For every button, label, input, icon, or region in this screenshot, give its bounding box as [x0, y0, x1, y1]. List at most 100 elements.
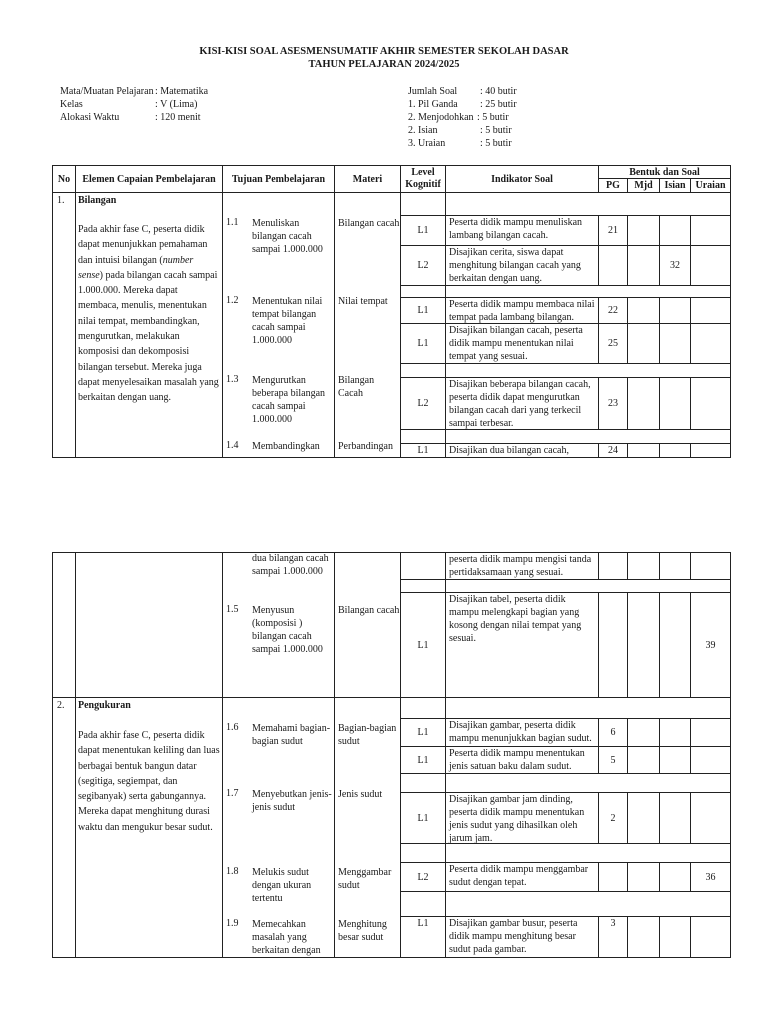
- uraian-cell: [690, 443, 731, 458]
- indikator-cell: peserta didik mampu mengisi tanda pertid…: [445, 552, 599, 580]
- pg-cell: 21: [598, 215, 628, 246]
- indikator-cell: Disajikan gambar jam dinding, peserta di…: [445, 792, 599, 844]
- tujuan-text: Menyebutkan jenis-jenis sudut: [252, 789, 332, 813]
- header-elemen: Elemen Capaian Pembelajaran: [75, 165, 223, 193]
- uraian-cell: [690, 746, 731, 774]
- header-no: No: [52, 165, 76, 193]
- info-value: : 40 butir: [480, 86, 517, 97]
- row-divider: [52, 697, 400, 698]
- level-cell: L1: [400, 323, 446, 364]
- info-label: Kelas: [60, 99, 83, 110]
- isian-cell: 32: [659, 245, 691, 286]
- spacer-cell: [400, 843, 446, 863]
- pg-cell: [598, 552, 628, 580]
- tujuan-number: 1.1: [226, 217, 239, 228]
- header-uraian: Uraian: [690, 178, 731, 193]
- level-cell: L2: [400, 377, 446, 430]
- mjd-cell: [627, 916, 660, 958]
- spacer-cell: [400, 891, 446, 917]
- isian-cell: [659, 323, 691, 364]
- isian-cell: [659, 377, 691, 430]
- pg-cell: [598, 245, 628, 286]
- uraian-cell: [690, 792, 731, 844]
- header-level: Level Kognitif: [400, 165, 446, 193]
- elemen-text: ) pada bilangan cacah sampai 1.000.000. …: [78, 269, 219, 404]
- tujuan-text: Melukis sudut dengan ukuran tertentu: [252, 867, 312, 904]
- mjd-cell: [627, 718, 660, 747]
- info-label: 1. Pil Ganda: [408, 99, 458, 110]
- indikator-cell: Disajikan bilangan cacah, peserta didik …: [445, 323, 599, 364]
- pg-cell: [598, 592, 628, 698]
- mjd-cell: [627, 323, 660, 364]
- isian-cell: [659, 443, 691, 458]
- indikator-cell: Peserta didik mampu menggambar sudut den…: [445, 862, 599, 892]
- info-value: : 120 menit: [155, 112, 201, 123]
- spacer-cell: [400, 697, 446, 719]
- mjd-cell: [627, 215, 660, 246]
- info-value: : 25 butir: [480, 99, 517, 110]
- pg-cell: 23: [598, 377, 628, 430]
- elemen-description: Pada akhir fase C, peserta didik dapat m…: [78, 222, 220, 406]
- uraian-cell: [690, 916, 731, 958]
- indikator-cell: Peserta didik mampu membaca nilai tempat…: [445, 297, 599, 324]
- document-title: KISI-KISI SOAL ASESMENSUMATIF AKHIR SEME…: [199, 46, 569, 57]
- header-pg: PG: [598, 178, 628, 193]
- header-tujuan: Tujuan Pembelajaran: [222, 165, 335, 193]
- spacer-cell: [445, 579, 731, 593]
- info-label: 2. Isian: [408, 125, 438, 136]
- uraian-cell: 36: [690, 862, 731, 892]
- tujuan-number: 1.4: [226, 440, 239, 451]
- uraian-cell: [690, 323, 731, 364]
- info-label: Jumlah Soal: [408, 86, 458, 97]
- mjd-cell: [627, 297, 660, 324]
- spacer-cell: [445, 429, 731, 444]
- spacer-cell: [445, 363, 731, 378]
- pg-cell: 24: [598, 443, 628, 458]
- elemen-description: Pada akhir fase C, peserta didik dapat m…: [78, 728, 220, 835]
- header-bentuk: Bentuk dan Soal: [598, 165, 731, 179]
- column-divider: [334, 192, 335, 457]
- isian-cell: [659, 297, 691, 324]
- spacer-cell: [400, 192, 446, 216]
- indikator-cell: Disajikan gambar, peserta didik mampu me…: [445, 718, 599, 747]
- pg-cell: 2: [598, 792, 628, 844]
- column-divider: [334, 552, 335, 957]
- isian-cell: [659, 862, 691, 892]
- tujuan-text: dua bilangan cacah sampai 1.000.000: [252, 553, 329, 577]
- spacer-cell: [400, 363, 446, 378]
- pg-cell: 5: [598, 746, 628, 774]
- elemen-number: 2.: [57, 700, 65, 711]
- uraian-cell: [690, 215, 731, 246]
- isian-cell: [659, 746, 691, 774]
- info-value: : 5 butir: [480, 125, 512, 136]
- indikator-cell: Peserta didik mampu menuliskan lambang b…: [445, 215, 599, 246]
- tujuan-text: Memahami bagian-bagian sudut: [252, 723, 331, 747]
- mjd-cell: [627, 746, 660, 774]
- indikator-cell: Disajikan tabel, peserta didik mampu mel…: [445, 592, 599, 698]
- spacer-cell: [400, 429, 446, 444]
- tujuan-text: Membandingkan: [252, 441, 320, 452]
- info-label: 3. Uraian: [408, 138, 446, 149]
- uraian-cell: [690, 718, 731, 747]
- info-value: : V (Lima): [155, 99, 198, 110]
- spacer-cell: [445, 773, 731, 793]
- column-divider: [75, 192, 76, 457]
- mjd-cell: [627, 792, 660, 844]
- tujuan-text: Menuliskan bilangan cacah sampai 1.000.0…: [252, 218, 323, 255]
- uraian-cell: [690, 377, 731, 430]
- uraian-cell: [690, 245, 731, 286]
- level-cell: [400, 552, 446, 580]
- spacer-cell: [400, 579, 446, 593]
- level-cell: L1: [400, 215, 446, 246]
- elemen-text: Pada akhir fase C, peserta didik dapat m…: [78, 224, 208, 266]
- isian-cell: [659, 215, 691, 246]
- pg-cell: [598, 862, 628, 892]
- elemen-text: number sense: [78, 254, 194, 281]
- level-cell: L1: [400, 592, 446, 698]
- isian-cell: [659, 792, 691, 844]
- elemen-number: 1.: [57, 195, 65, 206]
- header-materi: Materi: [334, 165, 401, 193]
- header-mjd: Mjd: [627, 178, 660, 193]
- materi-text: Bagian-bagian sudut: [338, 723, 397, 747]
- level-cell: L1: [400, 718, 446, 747]
